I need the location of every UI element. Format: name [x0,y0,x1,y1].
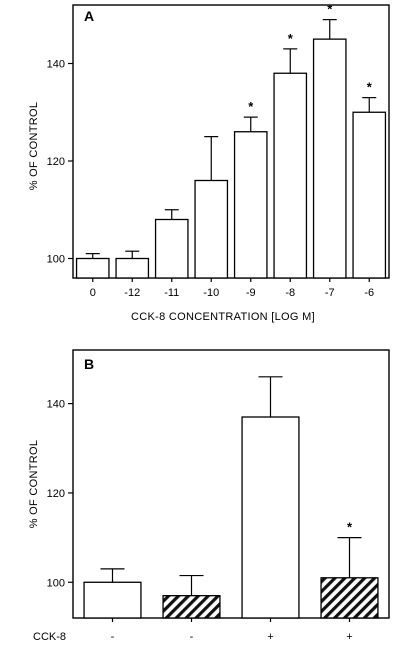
panel-b-cck8-row-label: CCK-8 [33,631,66,643]
y-tick-label: 140 [47,399,65,411]
panel-b-label: B [84,356,94,372]
bar [233,131,268,279]
x-tick-label: -7 [325,287,335,299]
bar [154,218,189,279]
y-tick-label: 100 [47,254,65,266]
x-tick-label: -11 [164,287,179,299]
significance-marker: * [347,520,353,535]
panel-a: A % OF CONTROL CCK-8 CONCENTRATION [LOG … [28,2,390,323]
bar [352,111,387,279]
bar [115,257,150,279]
bar-hatched [162,595,221,619]
significance-marker: * [327,2,333,17]
significance-marker: * [367,80,373,95]
x-tick-label: -6 [364,287,374,299]
bar [83,581,142,619]
panel-a-y-axis-title: % OF CONTROL [28,102,40,191]
bar [75,257,110,279]
bar [194,179,229,279]
x-tick-label: -12 [124,287,140,299]
panel-b-axis-frame [72,349,390,619]
panel-b: B % OF CONTROL CCK-8 100 120 140 - - + * + [28,349,390,643]
bar [312,38,347,279]
x-tick-label: -10 [203,287,219,299]
y-tick-label: 120 [47,156,65,168]
bar [273,72,308,279]
y-tick-label: 120 [47,488,65,500]
x-tick-label: + [267,631,273,643]
x-tick-label: -8 [285,287,295,299]
bar [241,416,300,619]
x-tick-label: 0 [90,287,96,299]
x-tick-label: - [111,631,115,643]
y-tick-label: 140 [47,59,65,71]
significance-marker: * [288,31,294,46]
bar-hatched [320,577,379,619]
panel-a-label: A [84,8,94,24]
significance-marker: * [248,99,254,114]
x-tick-label: + [346,631,352,643]
panel-b-y-axis-title: % OF CONTROL [28,440,40,529]
panel-a-x-axis-title: CCK-8 CONCENTRATION [LOG M] [131,311,315,323]
y-tick-label: 100 [47,577,65,589]
panel-a-axis-frame [72,4,390,279]
x-tick-label: -9 [246,287,256,299]
x-tick-label: - [190,631,194,643]
